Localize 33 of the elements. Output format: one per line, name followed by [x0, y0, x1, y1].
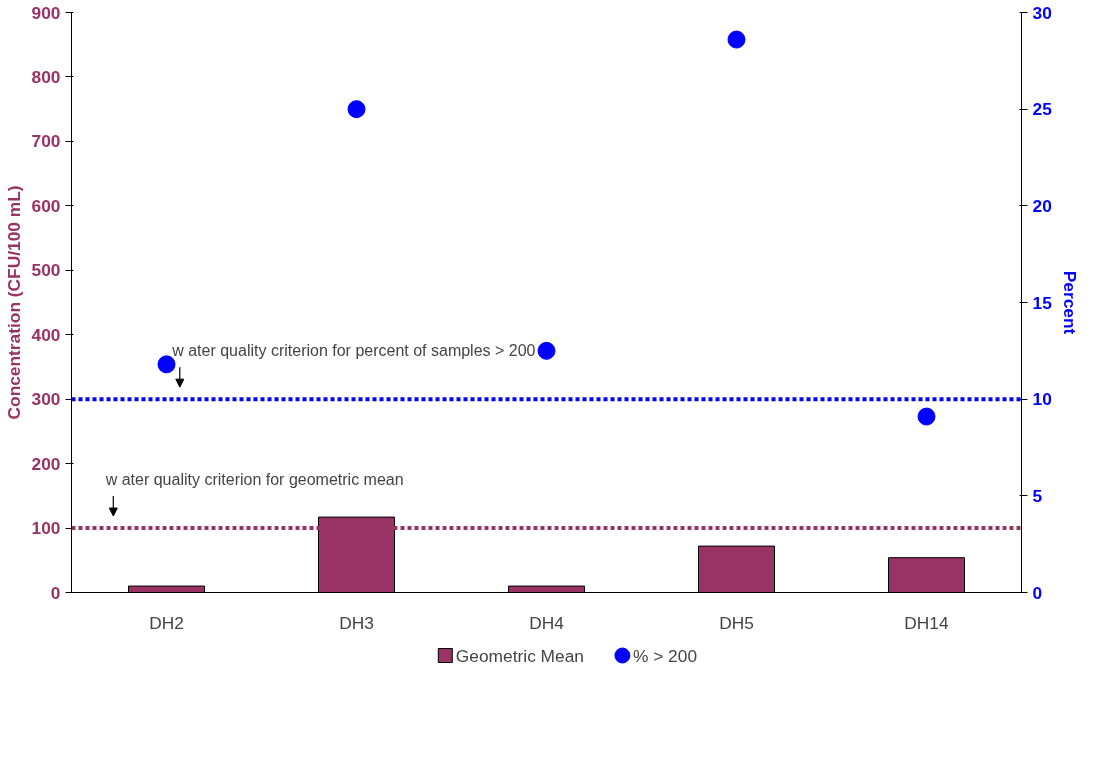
point [347, 100, 366, 119]
point [157, 355, 176, 374]
y2-axis-title: Percent [1059, 270, 1080, 335]
y-tick-label: 200 [31, 453, 61, 474]
point [917, 407, 936, 426]
y2-tick-label: 15 [1032, 292, 1053, 313]
legend-label: Geometric Mean [455, 645, 584, 666]
y2-tick-label: 25 [1032, 99, 1053, 120]
x-tick-label: DH4 [529, 612, 565, 633]
y-tick-label: 800 [31, 66, 61, 87]
y-tick-label: 0 [50, 582, 61, 603]
y2-tick-label: 0 [1032, 582, 1043, 603]
x-tick-label: DH14 [904, 612, 950, 633]
ref-line-label: w ater quality criterion for percent of samples > 200 [171, 342, 536, 360]
y-tick-label: 900 [31, 2, 61, 23]
y-tick-label: 500 [31, 260, 61, 281]
y-axis-title: Concentration (CFU/100 mL) [3, 185, 24, 420]
y-tick-label: 600 [31, 195, 61, 216]
ref-line-label: w ater quality criterion for geometric mean [104, 471, 404, 489]
y2-tick-label: 10 [1032, 389, 1052, 410]
point [537, 341, 556, 360]
x-tick-label: DH2 [149, 612, 184, 633]
y-tick-label: 400 [31, 324, 61, 345]
x-tick-label: DH5 [719, 612, 754, 633]
y-tick-label: 100 [31, 518, 61, 539]
y2-tick-label: 5 [1032, 485, 1043, 506]
y-tick-label: 700 [31, 131, 61, 152]
legend-label: % > 200 [632, 645, 698, 666]
x-tick-label: DH3 [339, 612, 374, 633]
y2-tick-label: 30 [1032, 2, 1052, 23]
y-tick-label: 300 [31, 389, 61, 410]
y2-tick-label: 20 [1032, 195, 1052, 216]
point [727, 30, 746, 49]
